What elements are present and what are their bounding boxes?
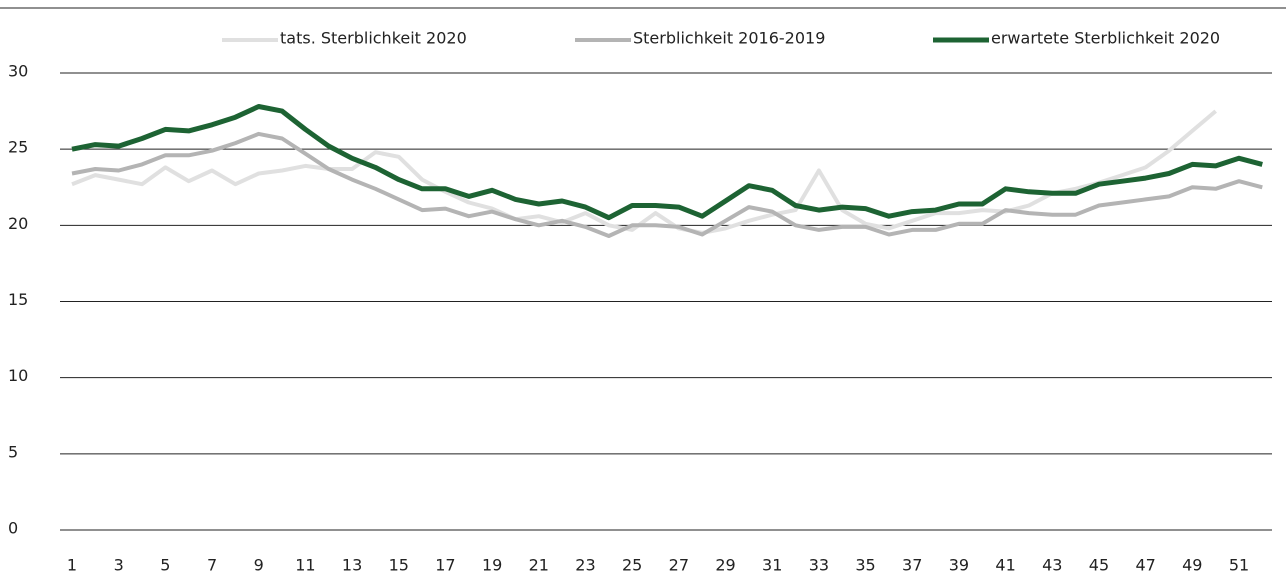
y-tick-label: 30 <box>8 62 28 81</box>
x-tick-label: 41 <box>995 556 1015 575</box>
y-tick-label: 5 <box>8 442 18 461</box>
x-tick-label: 15 <box>389 556 409 575</box>
y-tick-label: 0 <box>8 519 18 538</box>
y-tick-label: 10 <box>8 366 28 385</box>
x-tick-label: 39 <box>949 556 969 575</box>
x-tick-label: 21 <box>529 556 549 575</box>
x-tick-label: 25 <box>622 556 642 575</box>
x-tick-label: 31 <box>762 556 782 575</box>
y-tick-label: 25 <box>8 138 28 157</box>
y-tick-label: 15 <box>8 290 28 309</box>
x-tick-label: 47 <box>1135 556 1155 575</box>
x-tick-label: 35 <box>855 556 875 575</box>
x-tick-label: 3 <box>114 556 124 575</box>
x-tick-label: 45 <box>1089 556 1109 575</box>
x-tick-label: 27 <box>669 556 689 575</box>
series-line <box>71 104 1263 221</box>
x-tick-label: 13 <box>342 556 362 575</box>
x-tick-label: 43 <box>1042 556 1062 575</box>
x-tick-label: 5 <box>160 556 170 575</box>
x-tick-label: 33 <box>809 556 829 575</box>
x-tick-label: 29 <box>715 556 735 575</box>
series-line <box>71 109 1217 235</box>
legend-label: erwartete Sterblichkeit 2020 <box>991 29 1220 48</box>
x-tick-label: 9 <box>254 556 264 575</box>
y-tick-label: 20 <box>8 214 28 233</box>
x-tick-label: 17 <box>435 556 455 575</box>
x-tick-label: 23 <box>575 556 595 575</box>
legend-label: tats. Sterblichkeit 2020 <box>280 29 467 48</box>
x-tick-label: 19 <box>482 556 502 575</box>
x-tick-label: 7 <box>207 556 217 575</box>
x-tick-label: 37 <box>902 556 922 575</box>
x-tick-label: 11 <box>295 556 315 575</box>
x-tick-label: 49 <box>1182 556 1202 575</box>
x-tick-label: 1 <box>67 556 77 575</box>
legend-label: Sterblichkeit 2016-2019 <box>633 29 825 48</box>
series-line <box>71 131 1263 238</box>
x-tick-label: 51 <box>1229 556 1249 575</box>
